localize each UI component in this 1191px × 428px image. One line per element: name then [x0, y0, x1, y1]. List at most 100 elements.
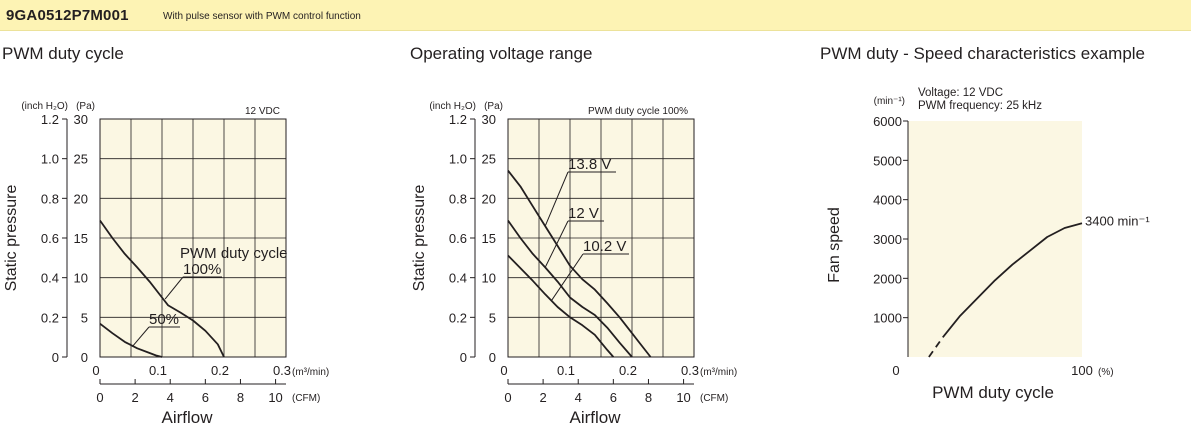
- chart-2-ylabel: Static pressure: [411, 185, 428, 292]
- chart-2-y2tick-label: 0.6: [449, 231, 467, 246]
- chart-3-ytick-label: 1000: [873, 311, 902, 326]
- chart-2-xtick-label: 0.2: [619, 363, 637, 378]
- chart-1-series-label: 100%: [183, 261, 221, 278]
- chart-2-x-unit: (m³/min): [700, 367, 737, 378]
- chart-2-ytick-label: 15: [482, 231, 496, 246]
- chart-1-xlabel: Airflow: [161, 408, 213, 427]
- chart-2-y2tick-label: 0.8: [449, 191, 467, 206]
- chart-1-y2tick-label: 0.8: [41, 191, 59, 206]
- chart-2-leader: [544, 171, 569, 227]
- chart-2-ytick-label: 25: [482, 152, 496, 167]
- header-bar: 9GA0512P7M001 With pulse sensor with PWM…: [0, 0, 1191, 31]
- chart-2-series-label: 12 V: [568, 205, 599, 222]
- chart-2-xtick-label: 0.3: [681, 363, 699, 378]
- chart-1-ylabel: Static pressure: [3, 185, 20, 292]
- chart-2-title: Operating voltage range: [410, 44, 593, 63]
- chart-2-x2tick-label: 4: [575, 390, 582, 405]
- chart-3-annotation: 3400 min⁻¹: [1085, 213, 1150, 228]
- chart-2-y2tick-label: 0.4: [449, 271, 467, 286]
- chart-1-group: 0050.2100.4150.6200.8251.0301.2(Pa)(inch…: [3, 101, 329, 427]
- chart-3-ylabel: Fan speed: [826, 207, 843, 283]
- chart-1-x2tick-label: 8: [237, 390, 244, 405]
- chart-1-ytick-label: 10: [74, 271, 88, 286]
- chart-1-ytick-label: 0: [81, 350, 88, 365]
- chart-1-ytick-label: 15: [74, 231, 88, 246]
- chart-3-xtick-label: 0: [892, 363, 899, 378]
- chart-1-ytick-label: 25: [74, 152, 88, 167]
- chart-1-xtick-label: 0.2: [211, 363, 229, 378]
- chart-2-group: 0050.2100.4150.6200.8251.0301.2(Pa)(inch…: [411, 101, 737, 427]
- chart-3-group: 1000 2000 3000 4000 5000 6000 (min⁻¹) Fan speed…: [826, 87, 1150, 402]
- chart-2-ytick-label: 20: [482, 191, 496, 206]
- chart-1-y2tick-label: 0.6: [41, 231, 59, 246]
- chart-1-ytick-label: 30: [74, 112, 88, 127]
- model-description: With pulse sensor with PWM control funct…: [163, 11, 361, 22]
- chart-3-x-unit: (%): [1098, 367, 1114, 378]
- chart-2-ytick-label: 0: [489, 350, 496, 365]
- chart-2-xtick-label: 0.1: [557, 363, 575, 378]
- chart-2-condition: PWM duty cycle 100%: [588, 106, 688, 117]
- chart-1-leader: [131, 326, 150, 348]
- chart-1-x-unit: (m³/min): [292, 367, 329, 378]
- chart-3-ytick-label: 6000: [873, 114, 902, 129]
- chart-1-condition: 12 VDC: [245, 106, 280, 117]
- chart-2-x2tick-label: 6: [610, 390, 617, 405]
- chart-1-x2tick-label: 0: [96, 390, 103, 405]
- chart-1-x2tick-label: 4: [167, 390, 174, 405]
- chart-3-series-line: [942, 222, 1083, 338]
- chart-1-leader: [164, 276, 184, 300]
- chart-2-xtick-label: 0: [500, 363, 507, 378]
- chart-1-xtick-label: 0.3: [273, 363, 291, 378]
- chart-1-x2tick-label: 10: [268, 390, 282, 405]
- chart-1-y2tick-label: 1.0: [41, 152, 59, 167]
- chart-2-xlabel: Airflow: [569, 408, 621, 427]
- chart-2-y2-unit: (inch H₂O): [429, 101, 476, 112]
- chart-1-ytick-label: 5: [81, 310, 88, 325]
- chart-1-xtick-label: 0.1: [149, 363, 167, 378]
- chart-3-title: PWM duty - Speed characteristics example: [820, 44, 1146, 63]
- chart-2-series-label: 10.2 V: [583, 238, 626, 255]
- chart-2-series-line: [507, 254, 615, 358]
- chart-1-title: PWM duty cycle: [2, 44, 124, 63]
- chart-3-ytick-label: 3000: [873, 232, 902, 247]
- chart-3-ytick-label: 5000: [873, 153, 902, 168]
- model-number: 9GA0512P7M001: [6, 7, 129, 24]
- chart-3-ytick-label: 2000: [873, 271, 902, 286]
- chart-2-ytick-label: 30: [482, 112, 496, 127]
- chart-2-x2tick-label: 2: [539, 390, 546, 405]
- chart-1-y2-unit: (inch H₂O): [21, 101, 68, 112]
- chart-1-x2tick-label: 2: [131, 390, 138, 405]
- chart-2-series-label: 13.8 V: [568, 156, 611, 173]
- chart-1-x2tick-label: 6: [202, 390, 209, 405]
- chart-2-series-line: [507, 219, 633, 358]
- chart-1-x2-unit: (CFM): [292, 393, 320, 404]
- chart-2-y2tick-label: 0.2: [449, 310, 467, 325]
- chart-1-series-label: 50%: [149, 311, 179, 328]
- chart-2-y-unit: (Pa): [484, 101, 503, 112]
- chart-1-y2tick-label: 0: [52, 350, 59, 365]
- chart-1-y-unit: (Pa): [76, 101, 95, 112]
- chart-3-condition: PWM frequency: 25 kHz: [918, 100, 1042, 112]
- chart-2-y2tick-label: 1.0: [449, 152, 467, 167]
- chart-1-y2tick-label: 1.2: [41, 112, 59, 127]
- chart-2-ytick-label: 10: [482, 271, 496, 286]
- chart-2-series-line: [507, 170, 652, 358]
- chart-1-curve-heading: PWM duty cycle: [180, 245, 288, 262]
- chart-3-xlabel: PWM duty cycle: [932, 383, 1054, 402]
- chart-3-ytick-label: 4000: [873, 193, 902, 208]
- chart-1-series-line: [99, 219, 225, 358]
- chart-2-x2tick-label: 0: [504, 390, 511, 405]
- chart-2-y2tick-label: 0: [460, 350, 467, 365]
- chart-2-x2tick-label: 10: [676, 390, 690, 405]
- chart-1-y2tick-label: 0.4: [41, 271, 59, 286]
- chart-3-series-line: [928, 336, 944, 358]
- chart-2-ytick-label: 5: [489, 310, 496, 325]
- chart-1-series-line: [99, 322, 163, 358]
- chart-1-xtick-label: 0: [92, 363, 99, 378]
- chart-3-y-unit: (min⁻¹): [874, 96, 905, 107]
- chart-3-plot-area: [908, 121, 1082, 357]
- chart-2-leader: [550, 253, 584, 301]
- chart-2-x2tick-label: 8: [645, 390, 652, 405]
- chart-2-leader: [544, 220, 569, 268]
